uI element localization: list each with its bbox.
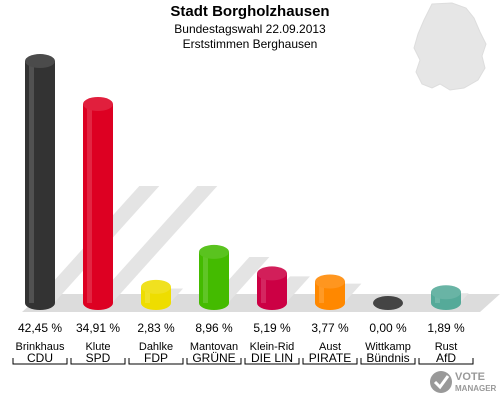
value-label: 0,00 %	[369, 321, 407, 335]
party-bracket	[418, 358, 474, 365]
value-label: 42,45 %	[18, 321, 62, 335]
bar-wittkamp	[373, 296, 403, 310]
party-bracket	[128, 358, 184, 365]
bar-dahlke	[141, 279, 171, 310]
vote-manager-logo: VOTE MANAGER	[428, 366, 498, 398]
candidate-label: Wittkamp	[365, 341, 411, 353]
bar-klute	[83, 97, 113, 310]
bar-mantovan	[199, 244, 229, 310]
value-label: 2,83 %	[137, 321, 175, 335]
chart-title: Stadt Borgholzhausen	[170, 3, 330, 20]
party-label: GRÜNE	[192, 351, 235, 365]
chart-subtitle: Bundestagswahl 22.09.2013	[174, 22, 326, 36]
candidate-label: Dahlke	[139, 341, 173, 353]
candidate-label: Brinkhaus	[16, 341, 65, 353]
bar-brinkhaus	[25, 54, 55, 310]
value-label: 1,89 %	[427, 321, 465, 335]
party-bracket	[244, 358, 300, 365]
party-label: FDP	[144, 351, 168, 365]
bar-shadow	[92, 186, 218, 303]
candidate-label: Klute	[85, 341, 110, 353]
candidate-label: Rust	[435, 341, 458, 353]
party-label: CDU	[27, 351, 53, 365]
value-label: 3,77 %	[311, 321, 349, 335]
party-label: Bündnis	[366, 351, 409, 365]
value-label: 5,19 %	[253, 321, 291, 335]
chart-subtitle-2: Erststimmen Berghausen	[182, 37, 318, 51]
germany-map-icon	[413, 2, 487, 91]
bar-aust	[315, 274, 345, 310]
party-label: PIRATE	[309, 351, 351, 365]
svg-text:VOTE: VOTE	[455, 371, 485, 383]
value-label: 8,96 %	[195, 321, 233, 335]
bar-rust	[431, 285, 461, 310]
bar-klein-rid	[257, 266, 287, 310]
candidate-label: Aust	[319, 341, 341, 353]
candidate-label: Mantovan	[190, 341, 238, 353]
party-label: AfD	[436, 351, 456, 365]
party-label: DIE LIN	[251, 351, 293, 365]
candidate-label: Klein-Rid	[250, 341, 295, 353]
party-bracket	[12, 358, 68, 365]
party-bracket	[302, 358, 358, 365]
svg-text:MANAGER: MANAGER	[455, 384, 497, 393]
party-bracket	[186, 358, 242, 365]
value-label: 34,91 %	[76, 321, 120, 335]
party-bracket	[360, 358, 416, 365]
party-label: SPD	[86, 351, 111, 365]
party-bracket	[70, 358, 126, 365]
